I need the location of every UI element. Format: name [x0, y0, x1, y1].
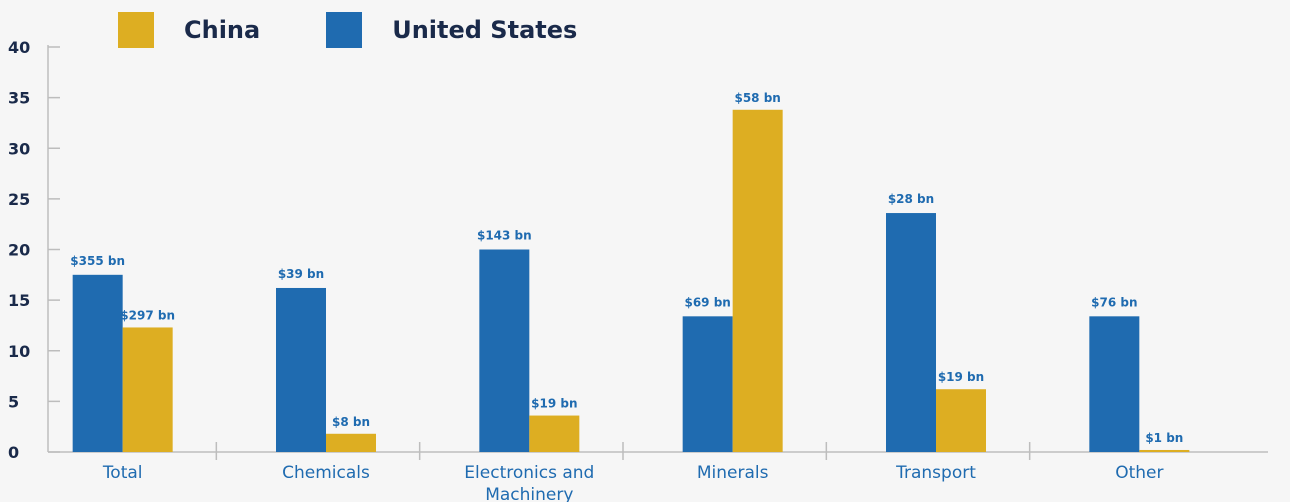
bar-china	[122, 327, 173, 452]
data-label-united-states: $39 bn	[278, 267, 324, 281]
y-tick-label: 40	[8, 38, 30, 57]
bar-united-states	[886, 213, 936, 452]
bar-china	[326, 433, 376, 452]
data-label-united-states: $143 bn	[477, 229, 532, 243]
x-category-label: Electronics and Machinery	[464, 463, 594, 502]
y-tick-label: 25	[8, 190, 30, 209]
data-label-china: $58 bn	[734, 91, 780, 105]
x-category-label: Minerals	[697, 463, 769, 483]
legend-label-united-states: United States	[392, 16, 578, 44]
legend-item-china: China	[118, 12, 260, 48]
data-label-china: $8 bn	[332, 415, 370, 429]
x-category-label: Transport	[895, 463, 976, 483]
y-tick-label: 20	[8, 241, 30, 260]
bar-china	[936, 389, 986, 452]
legend-item-united-states: United States	[326, 12, 577, 48]
data-label-china: $19 bn	[531, 397, 577, 411]
bar-china	[529, 415, 580, 452]
x-category-label: Other	[1115, 463, 1163, 483]
data-label-china: $1 bn	[1145, 431, 1183, 445]
bar-united-states	[72, 274, 123, 452]
data-label-united-states: $28 bn	[888, 192, 934, 206]
legend: China United States	[118, 12, 643, 48]
data-label-united-states: $76 bn	[1091, 295, 1137, 309]
x-category-label: Total	[102, 463, 143, 483]
bar-united-states	[479, 249, 530, 452]
bar-united-states	[682, 316, 733, 452]
bar-united-states	[276, 287, 326, 452]
legend-label-china: China	[184, 16, 261, 44]
y-tick-label: 35	[8, 89, 30, 108]
y-tick-label: 5	[8, 392, 19, 411]
y-tick-label: 0	[8, 443, 19, 462]
bar-china	[732, 109, 783, 453]
x-category-label: Chemicals	[282, 463, 370, 483]
data-label-china: $297 bn	[120, 308, 175, 322]
y-tick-label: 15	[8, 291, 30, 310]
bar-united-states	[1089, 316, 1140, 452]
data-label-united-states: $355 bn	[70, 254, 125, 268]
bar-china	[1139, 449, 1190, 452]
legend-swatch-china	[118, 12, 154, 48]
y-tick-label: 30	[8, 139, 30, 158]
legend-swatch-united-states	[326, 12, 363, 48]
data-label-united-states: $69 bn	[684, 295, 730, 309]
y-tick-label: 10	[8, 342, 30, 361]
data-label-china: $19 bn	[938, 370, 984, 384]
